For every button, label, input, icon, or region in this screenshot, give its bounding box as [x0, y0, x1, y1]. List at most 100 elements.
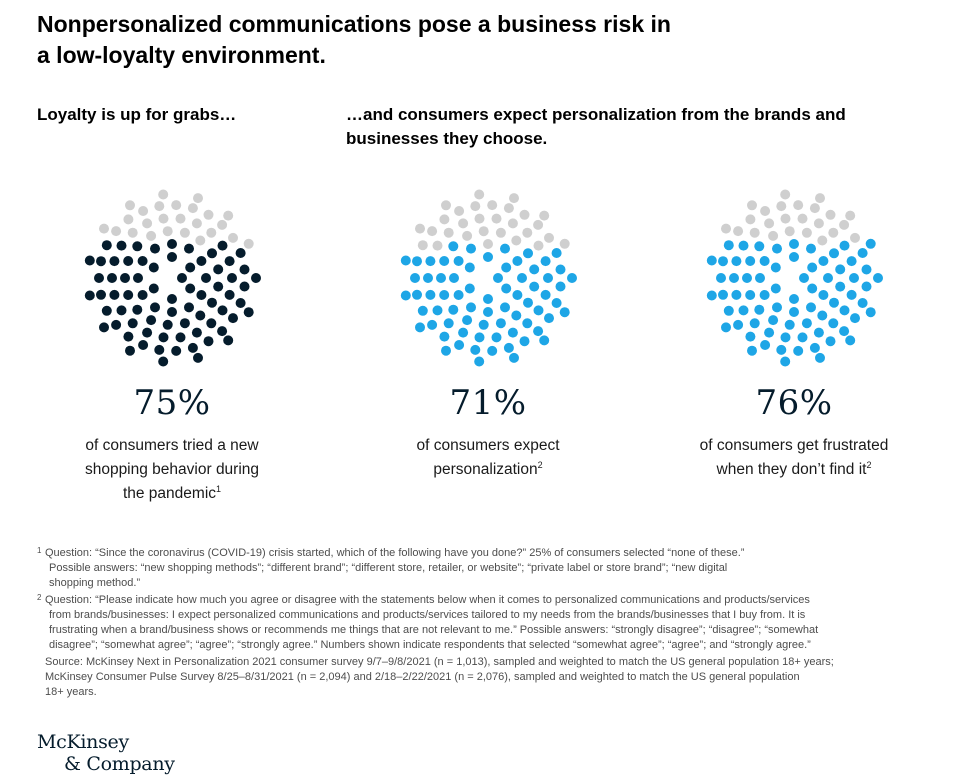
dot-filled: [818, 290, 829, 300]
dot-empty: [544, 232, 554, 243]
dot-filled: [789, 239, 799, 249]
dot-filled: [845, 335, 856, 346]
dot-filled: [123, 290, 134, 300]
dot-filled: [109, 289, 120, 300]
dot-filled: [770, 283, 781, 294]
stat-description-line: of consumers tried a new: [85, 437, 259, 454]
dot-filled: [555, 264, 566, 275]
dot-filled: [184, 302, 194, 313]
dot-empty: [138, 206, 149, 216]
dot-filled: [729, 273, 739, 283]
dot-filled: [540, 256, 551, 267]
dot-filled: [196, 256, 207, 266]
dot-filled: [797, 332, 808, 343]
dot-filled: [807, 262, 818, 273]
dot-filled: [823, 273, 833, 283]
dot-filled: [512, 256, 523, 266]
dot-empty: [474, 189, 485, 200]
dot-filled: [745, 256, 756, 266]
dot-empty: [776, 201, 787, 212]
dot-filled: [745, 331, 756, 342]
dot-empty: [158, 189, 169, 200]
dot-empty: [511, 235, 522, 246]
dot-filled: [742, 273, 752, 283]
dot-filled: [185, 283, 196, 294]
dot-filled: [849, 273, 859, 283]
dot-filled: [487, 345, 498, 356]
dot-filled: [807, 283, 818, 294]
dot-empty: [809, 203, 820, 214]
footnote-2: 2 Question: “Please indicate how much yo…: [37, 593, 942, 653]
dot-filled: [158, 356, 169, 367]
dot-filled: [217, 326, 228, 337]
dot-filled: [224, 256, 235, 267]
dot-filled: [539, 335, 550, 346]
dot-filled: [94, 273, 104, 283]
dot-filled: [799, 273, 809, 283]
dot-filled: [857, 298, 868, 308]
dot-filled: [137, 290, 148, 300]
dot-empty: [533, 219, 544, 230]
dot-filled: [443, 318, 454, 329]
dot-filled: [107, 273, 117, 283]
dot-filled: [501, 262, 512, 273]
stat-panel-frustrated: 76% of consumers get frustrated when the…: [634, 188, 954, 508]
footnote-line: Possible answers: “new shopping methods”…: [49, 562, 728, 574]
dot-filled: [167, 252, 177, 262]
dot-filled: [738, 240, 749, 251]
dot-filled: [780, 332, 791, 343]
stat-description-line: of consumers get frustrated: [699, 437, 889, 454]
dot-filled: [207, 297, 217, 308]
dot-filled: [478, 319, 489, 330]
stat-description-line: personalization: [433, 461, 538, 478]
footnote-line: Question: “Please indicate how much you …: [45, 594, 810, 606]
source-line: Source: McKinsey Next in Personalization…: [45, 656, 834, 668]
dot-empty: [825, 209, 836, 220]
dot-filled: [458, 327, 469, 338]
dot-empty: [175, 213, 186, 224]
dot-filled: [754, 304, 765, 315]
dot-filled: [184, 243, 194, 254]
dot-empty: [507, 218, 518, 229]
dot-filled: [551, 248, 562, 258]
dot-filled: [793, 345, 804, 356]
dot-filled: [745, 290, 756, 300]
dot-filled: [784, 319, 795, 330]
dot-filled: [495, 318, 506, 329]
dot-empty: [764, 218, 775, 229]
dot-filled: [555, 281, 566, 292]
dot-matrix-chart: [706, 189, 883, 367]
dot-empty: [458, 218, 469, 229]
dot-filled: [551, 298, 562, 308]
stat-panel-expect-personalization: 71% of consumers expect personalization2: [328, 188, 648, 508]
dot-filled: [167, 307, 177, 317]
dot-empty: [223, 210, 234, 221]
dot-filled: [400, 255, 411, 266]
dot-filled: [509, 352, 519, 363]
dot-filled: [412, 289, 422, 300]
dot-empty: [503, 203, 514, 214]
dot-empty: [243, 238, 254, 249]
dot-filled: [123, 256, 134, 266]
source-line: 18+ years.: [45, 686, 97, 698]
dot-filled: [511, 310, 522, 321]
dot-filled: [731, 256, 742, 267]
dot-empty: [850, 232, 860, 243]
dot-filled: [522, 318, 533, 329]
dot-empty: [443, 227, 454, 238]
dot-filled: [217, 305, 228, 316]
dot-filled: [817, 310, 828, 321]
dot-filled: [195, 310, 206, 321]
dot-filled: [559, 307, 570, 318]
footnote-ref: 2: [866, 459, 872, 470]
dot-empty: [745, 214, 756, 225]
stat-description-line: when they don’t find it: [716, 461, 867, 478]
dot-matrix-chart: [84, 189, 261, 367]
dot-empty: [99, 223, 109, 234]
subhead-right-line-2: businesses they choose.: [346, 129, 548, 148]
dot-filled: [829, 297, 839, 308]
dot-filled: [857, 248, 868, 258]
dot-filled: [150, 302, 160, 313]
dot-empty: [142, 218, 153, 229]
dot-empty: [747, 200, 757, 211]
